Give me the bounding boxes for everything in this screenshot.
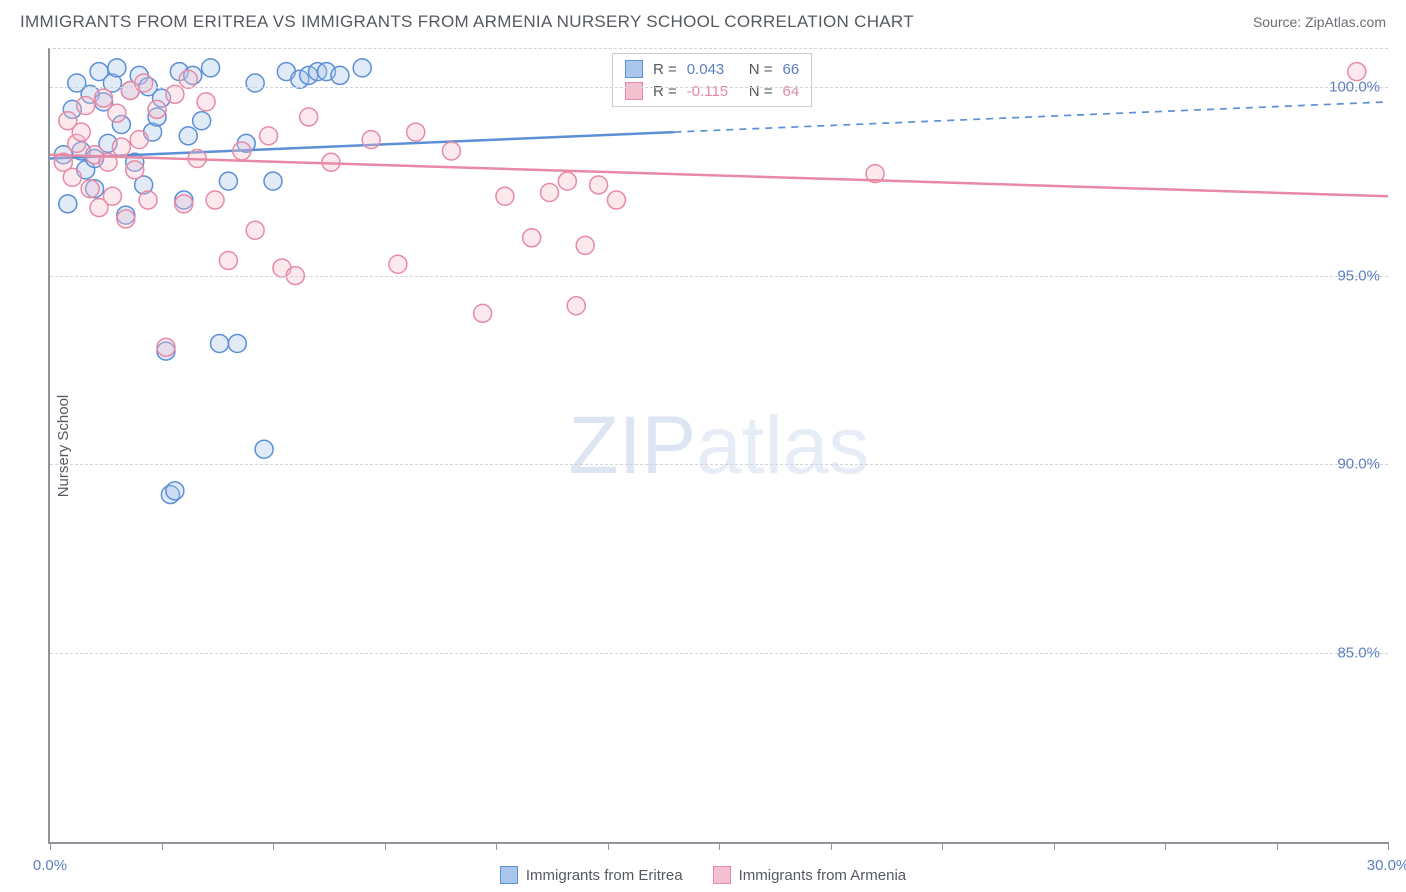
n-value: 66 <box>782 61 799 78</box>
data-point <box>112 138 130 156</box>
series-swatch <box>625 60 643 78</box>
x-tick <box>496 842 497 850</box>
regression-line <box>50 155 1388 197</box>
y-tick-label: 100.0% <box>1329 78 1380 95</box>
x-tick <box>942 842 943 850</box>
n-label: N = <box>749 61 773 78</box>
x-tick <box>831 842 832 850</box>
correlation-row: R = -0.115 N = 64 <box>625 80 799 102</box>
data-point <box>117 210 135 228</box>
gridline-h <box>50 276 1388 277</box>
x-tick <box>273 842 274 850</box>
data-point <box>166 482 184 500</box>
y-tick-label: 90.0% <box>1337 456 1380 473</box>
r-label: R = <box>653 61 677 78</box>
gridline-h <box>50 464 1388 465</box>
data-point <box>157 338 175 356</box>
data-point <box>558 172 576 190</box>
x-tick <box>1165 842 1166 850</box>
n-value: 64 <box>782 83 799 100</box>
data-point <box>179 127 197 145</box>
scatter-plot-svg <box>50 49 1388 842</box>
data-point <box>442 142 460 160</box>
chart-title: IMMIGRANTS FROM ERITREA VS IMMIGRANTS FR… <box>20 12 914 32</box>
x-tick <box>1388 842 1389 850</box>
data-point <box>130 131 148 149</box>
data-point <box>126 161 144 179</box>
r-label: R = <box>653 83 677 100</box>
legend-item: Immigrants from Eritrea <box>500 866 683 884</box>
data-point <box>108 104 126 122</box>
data-point <box>389 255 407 273</box>
data-point <box>407 123 425 141</box>
data-point <box>353 59 371 77</box>
y-tick-label: 95.0% <box>1337 267 1380 284</box>
data-point <box>63 168 81 186</box>
series-swatch <box>625 82 643 100</box>
data-point <box>219 172 237 190</box>
data-point <box>228 335 246 353</box>
data-point <box>607 191 625 209</box>
data-point <box>246 221 264 239</box>
data-point <box>496 187 514 205</box>
data-point <box>148 100 166 118</box>
data-point <box>219 251 237 269</box>
data-point <box>331 66 349 84</box>
legend-swatch <box>500 866 518 884</box>
correlation-legend-box: R = 0.043 N = 66 R = -0.115 N = 64 <box>612 53 812 107</box>
legend-swatch <box>713 866 731 884</box>
legend-item: Immigrants from Armenia <box>713 866 907 884</box>
data-point <box>139 191 157 209</box>
data-point <box>108 59 126 77</box>
source-attribution: Source: ZipAtlas.com <box>1253 14 1386 30</box>
legend-label: Immigrants from Armenia <box>739 867 907 884</box>
n-label: N = <box>749 83 773 100</box>
x-tick <box>162 842 163 850</box>
data-point <box>233 142 251 160</box>
data-point <box>77 97 95 115</box>
data-point <box>135 74 153 92</box>
correlation-row: R = 0.043 N = 66 <box>625 58 799 80</box>
data-point <box>523 229 541 247</box>
y-tick-label: 85.0% <box>1337 645 1380 662</box>
gridline-h <box>50 653 1388 654</box>
data-point <box>179 70 197 88</box>
data-point <box>567 297 585 315</box>
data-point <box>210 335 228 353</box>
data-point <box>197 93 215 111</box>
data-point <box>576 236 594 254</box>
legend-label: Immigrants from Eritrea <box>526 867 683 884</box>
x-tick <box>50 842 51 850</box>
data-point <box>175 195 193 213</box>
data-point <box>202 59 220 77</box>
data-point <box>103 187 121 205</box>
data-point <box>264 172 282 190</box>
data-point <box>260 127 278 145</box>
data-point <box>193 112 211 130</box>
data-point <box>206 191 224 209</box>
x-tick <box>385 842 386 850</box>
data-point <box>300 108 318 126</box>
r-value: 0.043 <box>687 61 739 78</box>
data-point <box>72 123 90 141</box>
data-point <box>362 131 380 149</box>
chart-legend: Immigrants from Eritrea Immigrants from A… <box>0 866 1406 884</box>
x-tick <box>1277 842 1278 850</box>
data-point <box>95 89 113 107</box>
data-point <box>590 176 608 194</box>
data-point <box>59 195 77 213</box>
data-point <box>246 74 264 92</box>
x-tick <box>719 842 720 850</box>
data-point <box>81 180 99 198</box>
data-point <box>474 304 492 322</box>
data-point <box>541 183 559 201</box>
gridline-h <box>50 87 1388 88</box>
data-point <box>255 440 273 458</box>
data-point <box>166 85 184 103</box>
chart-area: ZIPatlas R =0.043N =66R =-0.115N =64 85.… <box>48 48 1388 844</box>
x-tick <box>608 842 609 850</box>
r-value: -0.115 <box>687 83 739 100</box>
x-tick <box>1054 842 1055 850</box>
